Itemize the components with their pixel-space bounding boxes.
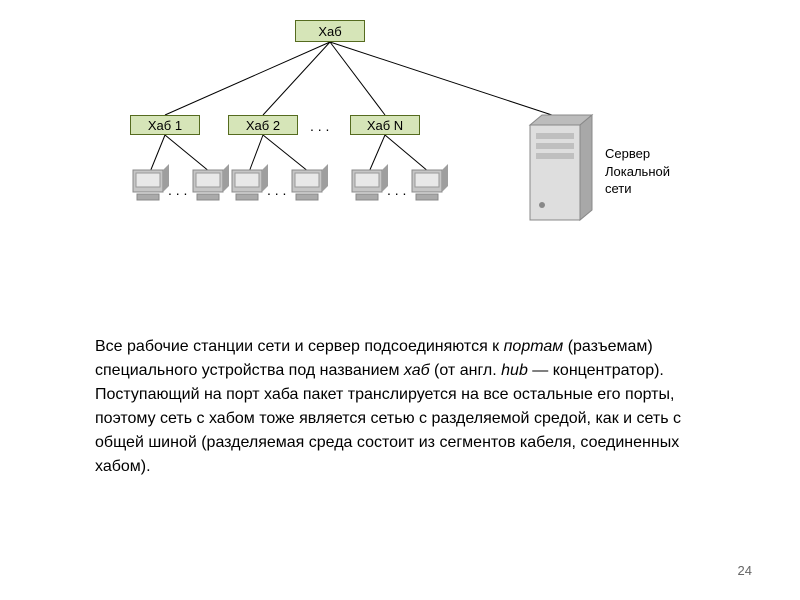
hub-1-label: Хаб 1 <box>148 118 182 133</box>
server-label-line-1: Сервер <box>605 145 670 163</box>
server-label-line-2: Локальной <box>605 163 670 181</box>
ellipsis-ws-3: . . . <box>387 182 406 198</box>
ellipsis-ws-2: . . . <box>267 182 286 198</box>
root-hub: Хаб <box>295 20 365 42</box>
ellipsis-hubs: . . . <box>310 118 329 134</box>
server-label-line-3: сети <box>605 180 670 198</box>
hub-1: Хаб 1 <box>130 115 200 135</box>
hub-2-label: Хаб 2 <box>246 118 280 133</box>
ellipsis-ws-1: . . . <box>168 182 187 198</box>
network-diagram: Хаб Хаб 1 Хаб 2 . . . Хаб N <box>0 0 800 310</box>
root-hub-label: Хаб <box>318 24 341 39</box>
page-number: 24 <box>738 563 752 578</box>
hub-2: Хаб 2 <box>228 115 298 135</box>
connection-lines <box>0 0 800 310</box>
hub-n: Хаб N <box>350 115 420 135</box>
workstation-icons <box>0 0 800 310</box>
server-label: Сервер Локальной сети <box>605 145 670 198</box>
description-paragraph: Все рабочие станции сети и сервер подсое… <box>95 335 695 479</box>
hub-n-label: Хаб N <box>367 118 403 133</box>
